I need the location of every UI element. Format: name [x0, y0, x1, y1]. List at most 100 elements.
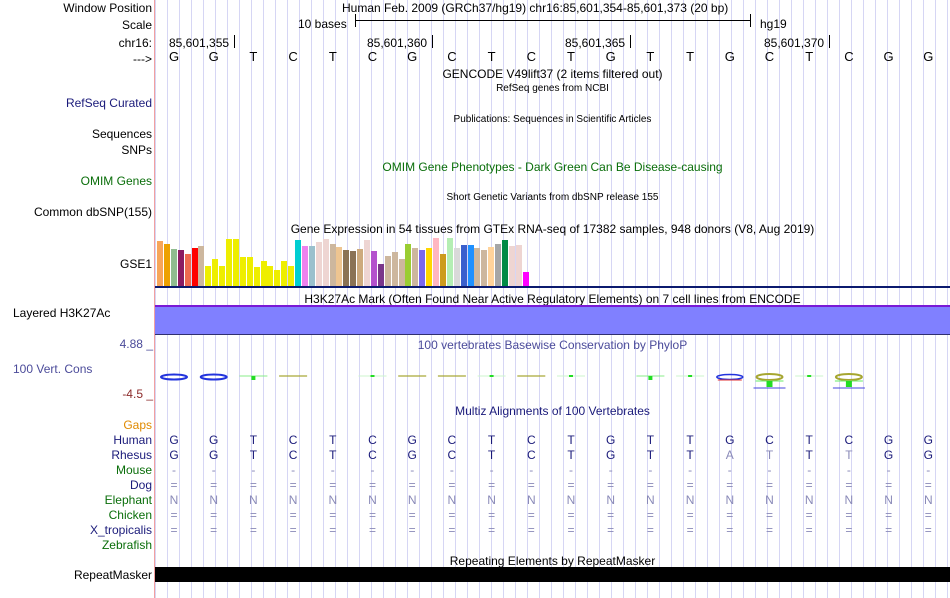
gtex-tissue-bar[interactable] [502, 240, 508, 286]
gtex-tissue-bar[interactable] [350, 250, 357, 286]
multiz-aligned-base: = [170, 478, 178, 492]
multiz-gaps-label[interactable]: Gaps [123, 418, 152, 432]
gtex-tissue-bar[interactable] [377, 264, 384, 286]
gtex-tissue-bar[interactable] [198, 246, 205, 286]
gtex-tissue-bar[interactable] [391, 251, 398, 286]
phylop-track-title[interactable]: 100 vertebrates Basewise Conservation by… [417, 338, 688, 352]
gtex-tissue-bar[interactable] [460, 244, 467, 286]
gtex-tissue-bar[interactable] [191, 247, 198, 286]
gtex-tissue-bar[interactable] [177, 250, 184, 286]
multiz-species-label[interactable]: Rhesus [111, 448, 152, 462]
gtex-tissue-bar[interactable] [419, 249, 426, 286]
gtex-tissue-bar[interactable] [412, 248, 419, 286]
h3k27ac-signal[interactable] [155, 307, 950, 335]
h3k27ac-track-title[interactable]: H3K27Ac Mark (Often Found Near Active Re… [304, 292, 801, 306]
gtex-tissue-bar[interactable] [488, 246, 495, 286]
gtex-tissue-bar[interactable] [446, 238, 453, 286]
gtex-tissue-bar[interactable] [260, 261, 267, 286]
gtex-tissue-bar[interactable] [522, 271, 529, 286]
gtex-tissue-bar[interactable] [405, 243, 412, 286]
gtex-tissue-bar[interactable] [343, 250, 350, 286]
gtex-tissue-bar[interactable] [170, 248, 177, 286]
multiz-species-label[interactable]: Elephant [104, 493, 152, 507]
scale-bar-left-tick [355, 14, 356, 27]
pubs-snps-label[interactable]: SNPs [121, 143, 152, 157]
multiz-species-label[interactable]: Chicken [108, 508, 152, 522]
refseq-track-label[interactable]: RefSeq Curated [65, 96, 152, 110]
gtex-tissue-bar[interactable] [426, 248, 433, 286]
phylop-base-glyph [477, 375, 506, 377]
multiz-aligned-base: N [169, 493, 179, 507]
gtex-track-label[interactable]: GSE1 [119, 257, 152, 271]
multiz-species-label[interactable]: Human [113, 433, 152, 447]
gtex-tissue-bar[interactable] [308, 245, 315, 286]
gtex-tissue-bar[interactable] [267, 265, 274, 286]
rmsk-track-label[interactable]: RepeatMasker [73, 568, 152, 582]
multiz-aligned-base: = [607, 508, 615, 522]
dbsnp-track-label[interactable]: Common dbSNP(155) [33, 205, 152, 219]
gtex-tissue-bar[interactable] [453, 248, 460, 286]
gtex-tissue-bar[interactable] [205, 265, 212, 286]
gtex-tissue-bar[interactable] [495, 243, 502, 286]
gtex-tissue-bar[interactable] [301, 245, 308, 286]
omim-track-title[interactable]: OMIM Gene Phenotypes - Dark Green Can Be… [382, 160, 723, 174]
multiz-aligned-base: - [727, 463, 732, 477]
gtex-tissue-bar[interactable] [219, 265, 226, 286]
gtex-tissue-bar[interactable] [295, 240, 301, 286]
rmsk-track-title[interactable]: Repeating Elements by RepeatMasker [449, 554, 656, 568]
multiz-aligned-base: N [606, 493, 616, 507]
dbsnp-track-title[interactable]: Short Genetic Variants from dbSNP releas… [446, 192, 659, 203]
multiz-aligned-base: = [607, 478, 615, 492]
pubs-track-title[interactable]: Publications: Sequences in Scientific Ar… [453, 114, 652, 125]
multiz-species-label[interactable]: Dog [129, 478, 152, 492]
multiz-species-label[interactable]: X_tropicalis [89, 523, 152, 537]
gtex-tissue-bar[interactable] [474, 248, 481, 286]
gtex-tissue-bar[interactable] [515, 244, 522, 286]
sequence-base: C [526, 49, 536, 64]
gtex-bar-chart[interactable] [155, 236, 529, 286]
multiz-aligned-base: = [805, 523, 813, 537]
gtex-tissue-bar[interactable] [281, 261, 288, 286]
gtex-tissue-bar[interactable] [239, 256, 246, 286]
refseq-track-title[interactable]: RefSeq genes from NCBI [496, 83, 609, 94]
label-divider [154, 0, 155, 598]
gtex-tissue-bar[interactable] [329, 243, 336, 286]
phylop-track-label[interactable]: 100 Vert. Cons [13, 362, 93, 376]
rmsk-feature[interactable] [155, 567, 950, 582]
gtex-tissue-bar[interactable] [184, 254, 191, 286]
gencode-track-title[interactable]: GENCODE V49lift37 (2 items filtered out) [442, 67, 663, 81]
gtex-tissue-bar[interactable] [364, 240, 370, 286]
gtex-tissue-bar[interactable] [232, 239, 239, 286]
gtex-tissue-bar[interactable] [384, 255, 391, 286]
gtex-tissue-bar[interactable] [226, 239, 232, 286]
gtex-tissue-bar[interactable] [433, 238, 439, 286]
multiz-aligned-base: G [209, 433, 219, 447]
phylop-logo-track[interactable] [155, 360, 950, 400]
gtex-tissue-bar[interactable] [163, 243, 170, 286]
multiz-species-label[interactable]: Zebrafish [101, 538, 152, 552]
gtex-tissue-bar[interactable] [357, 248, 364, 286]
gtex-tissue-bar[interactable] [481, 249, 488, 286]
gtex-tissue-bar[interactable] [288, 265, 295, 286]
gtex-tissue-bar[interactable] [315, 242, 322, 286]
pubs-track-label[interactable]: Sequences [91, 127, 152, 141]
gtex-tissue-bar[interactable] [274, 269, 281, 286]
h3k27ac-track-label[interactable]: Layered H3K27Ac [13, 306, 111, 320]
gtex-tissue-bar[interactable] [508, 245, 515, 286]
gtex-tissue-bar[interactable] [322, 239, 329, 286]
gtex-tissue-bar[interactable] [246, 256, 253, 286]
gtex-tissue-bar[interactable] [336, 247, 343, 286]
gtex-tissue-bar[interactable] [212, 259, 219, 286]
gtex-tissue-bar[interactable] [253, 267, 260, 286]
multiz-track-title[interactable]: Multiz Alignments of 100 Vertebrates [455, 404, 650, 418]
gtex-tissue-bar[interactable] [398, 259, 405, 286]
gtex-track-title[interactable]: Gene Expression in 54 tissues from GTEx … [290, 222, 815, 236]
multiz-species-label[interactable]: Mouse [115, 463, 152, 477]
gtex-tissue-bar[interactable] [157, 241, 163, 286]
gtex-tissue-bar[interactable] [370, 250, 377, 286]
omim-track-label[interactable]: OMIM Genes [80, 174, 152, 188]
gtex-tissue-bar[interactable] [467, 244, 474, 286]
multiz-aligned-base: G [407, 448, 417, 462]
multiz-aligned-base: = [249, 478, 257, 492]
gtex-tissue-bar[interactable] [439, 254, 446, 286]
